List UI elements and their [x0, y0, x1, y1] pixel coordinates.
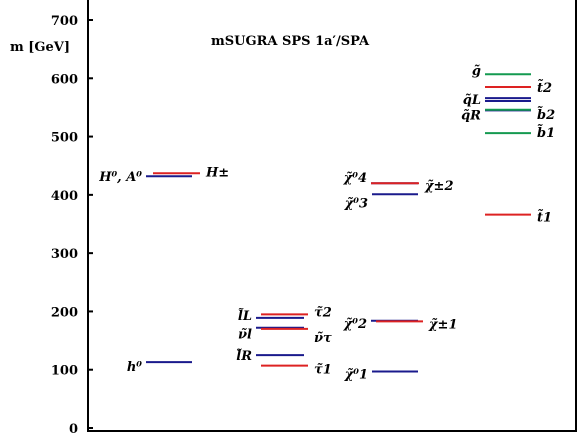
particle-label-8: τ̃1 — [314, 363, 332, 378]
particle-label-6: ν̃τ — [314, 331, 332, 346]
y-axis-ticks: 0 100 200 300 400 500 600 700 — [51, 14, 93, 436]
particle-label-14: χ̃⁰1 — [344, 367, 368, 382]
particle-label-21: b̃1 — [537, 124, 555, 141]
y-tick-label-100: 100 — [51, 364, 78, 379]
particle-label-13: χ̃±1 — [428, 317, 458, 332]
particle-label-19: q̃R — [461, 108, 481, 123]
particle-label-3: l̃L — [238, 307, 252, 323]
particle-label-15: g̃ — [472, 64, 481, 79]
particle-label-12: χ̃⁰2 — [343, 317, 367, 332]
particle-label-11: χ̃±2 — [424, 179, 454, 194]
y-tick-label-0: 0 — [69, 422, 78, 436]
particle-label-9: χ̃⁰4 — [343, 171, 367, 186]
particle-label-4: τ̃2 — [314, 305, 332, 320]
mass-levels — [146, 73, 531, 373]
particle-label-5: ν̃l — [238, 328, 252, 343]
particle-labels: h⁰ H⁰, A⁰ H± l̃L τ̃2 ν̃l ν̃τ l̃R τ̃1 χ̃⁰4 χ̃⁰3 χ̃±2… — [98, 64, 555, 382]
particle-label-1: H⁰, A⁰ — [98, 170, 142, 185]
y-tick-label-300: 300 — [51, 247, 78, 262]
particle-label-20: b̃2 — [537, 105, 555, 122]
particle-label-2: H± — [205, 165, 229, 180]
y-tick-label-500: 500 — [51, 131, 78, 146]
chart-title: mSUGRA SPS 1a′/SPA — [211, 34, 370, 49]
y-tick-label-400: 400 — [51, 189, 78, 204]
particle-label-0: h⁰ — [127, 360, 142, 375]
particle-label-10: χ̃⁰3 — [344, 196, 368, 211]
plot-frame — [87, 0, 577, 432]
y-tick-label-200: 200 — [51, 305, 78, 320]
y-tick-label-600: 600 — [51, 72, 78, 87]
y-tick-label-700: 700 — [51, 14, 78, 29]
particle-label-22: t̃1 — [537, 208, 552, 225]
particle-label-17: q̃L — [463, 93, 481, 108]
particle-label-7: l̃R — [236, 348, 252, 364]
y-axis-title: m [GeV] — [10, 40, 70, 55]
particle-label-16: t̃2 — [537, 79, 552, 96]
